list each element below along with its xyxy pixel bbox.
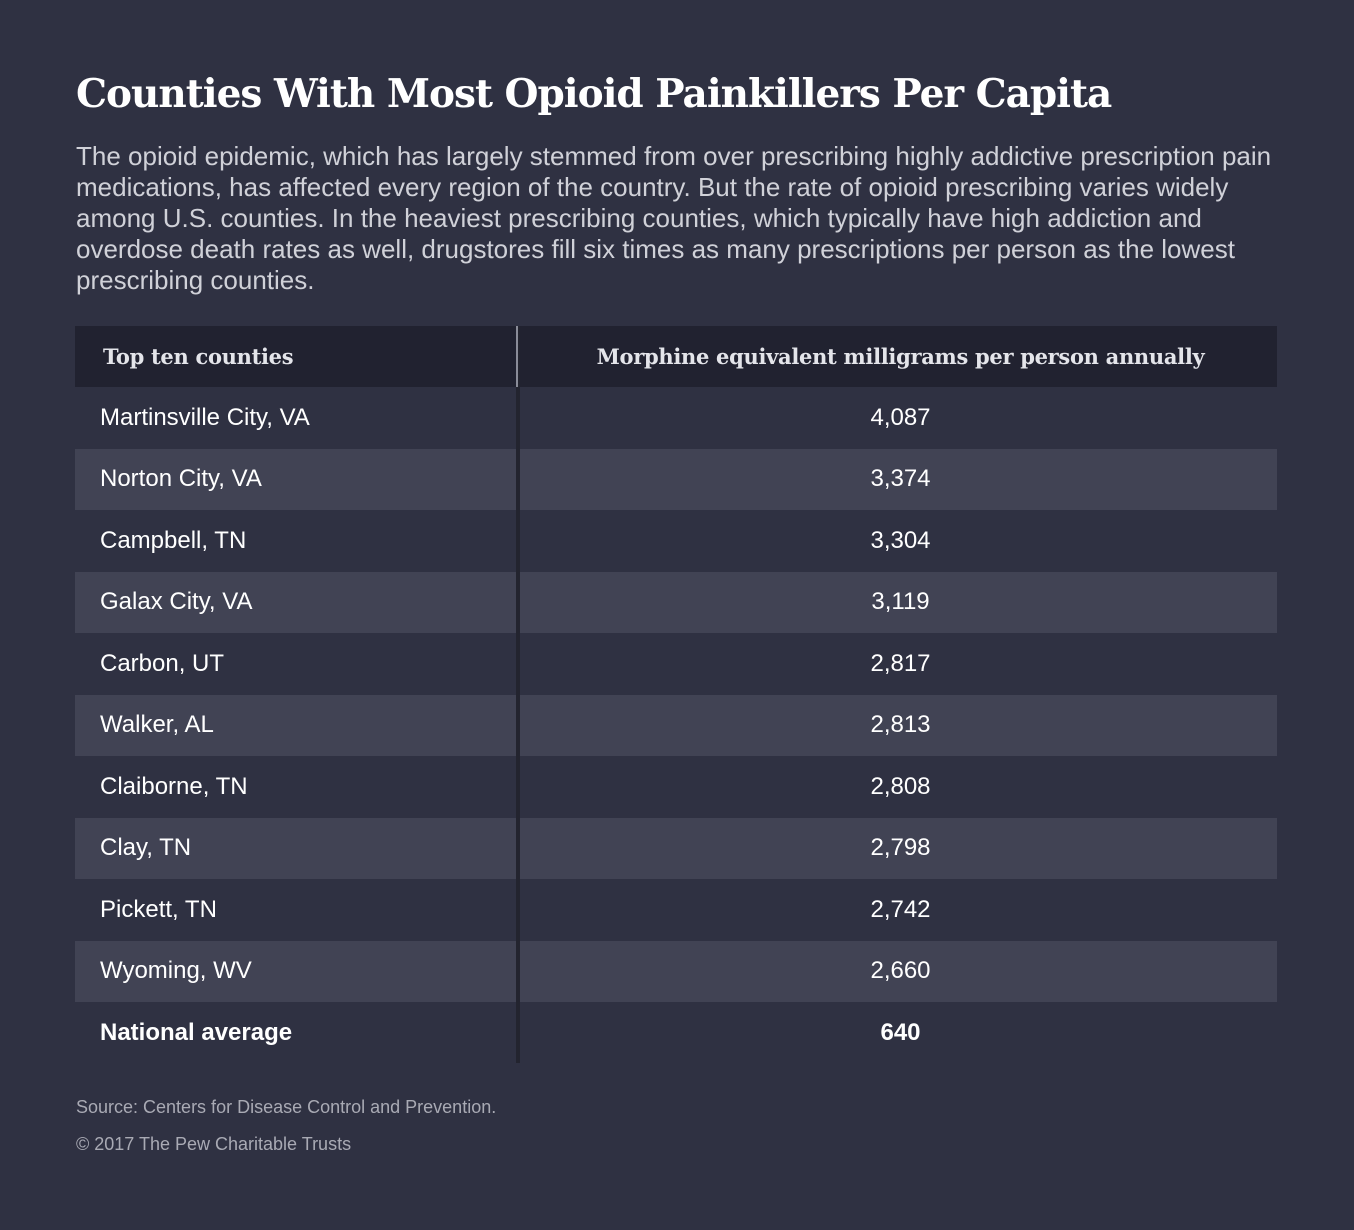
mme-value: 2,742: [870, 895, 931, 923]
page-subtitle: The opioid epidemic, which has largely s…: [76, 141, 1272, 295]
county-name: Campbell, TN: [100, 526, 247, 554]
mme-value: 2,817: [870, 649, 931, 677]
mme-value: 3,374: [870, 465, 931, 493]
data-table: Top ten counties Morphine equivalent mil…: [75, 326, 1277, 1064]
county-name: National average: [100, 1018, 293, 1046]
mme-value: 3,304: [870, 526, 931, 554]
mme-value: 640: [880, 1018, 921, 1046]
table-row: Pickett, TN 2,742: [75, 879, 1277, 941]
mme-value: 2,798: [870, 834, 931, 862]
county-name: Martinsville City, VA: [100, 403, 310, 431]
county-name: Pickett, TN: [100, 895, 217, 923]
mme-value: 2,660: [870, 957, 931, 985]
table-row: Claiborne, TN 2,808: [75, 756, 1277, 818]
mme-value: 4,087: [870, 403, 931, 431]
county-name: Galax City, VA: [100, 588, 253, 616]
county-name: Norton City, VA: [100, 465, 262, 493]
table-row: Norton City, VA 3,374: [75, 448, 1277, 510]
table-row: Walker, AL 2,813: [75, 694, 1277, 756]
table-row: Martinsville City, VA 4,087: [75, 387, 1277, 449]
copyright-note: © 2017 The Pew Charitable Trusts: [76, 1134, 352, 1154]
table-row: Carbon, UT 2,817: [75, 633, 1277, 695]
table-row: Clay, TN 2,798: [75, 817, 1277, 879]
county-name: Carbon, UT: [100, 649, 225, 677]
table-row: Galax City, VA 3,119: [75, 571, 1277, 633]
column-divider: [516, 326, 520, 1063]
mme-value: 3,119: [871, 588, 930, 616]
page-title: Counties With Most Opioid Painkillers Pe…: [76, 71, 1112, 117]
county-name: Wyoming, WV: [100, 957, 252, 985]
table-row-total: National average 640: [75, 1002, 1277, 1064]
table-row: Campbell, TN 3,304: [75, 510, 1277, 572]
column-header-counties: Top ten counties: [103, 344, 294, 369]
source-note: Source: Centers for Disease Control and …: [76, 1097, 497, 1117]
mme-value: 2,808: [870, 772, 931, 800]
column-header-value: Morphine equivalent milligrams per perso…: [596, 344, 1205, 369]
table-header-row: Top ten counties Morphine equivalent mil…: [75, 326, 1277, 387]
county-name: Walker, AL: [100, 711, 214, 739]
mme-value: 2,813: [870, 711, 931, 739]
county-name: Claiborne, TN: [100, 772, 248, 800]
county-name: Clay, TN: [100, 834, 192, 862]
header-column-divider: [516, 326, 518, 387]
table-row: Wyoming, WV 2,660: [75, 940, 1277, 1002]
